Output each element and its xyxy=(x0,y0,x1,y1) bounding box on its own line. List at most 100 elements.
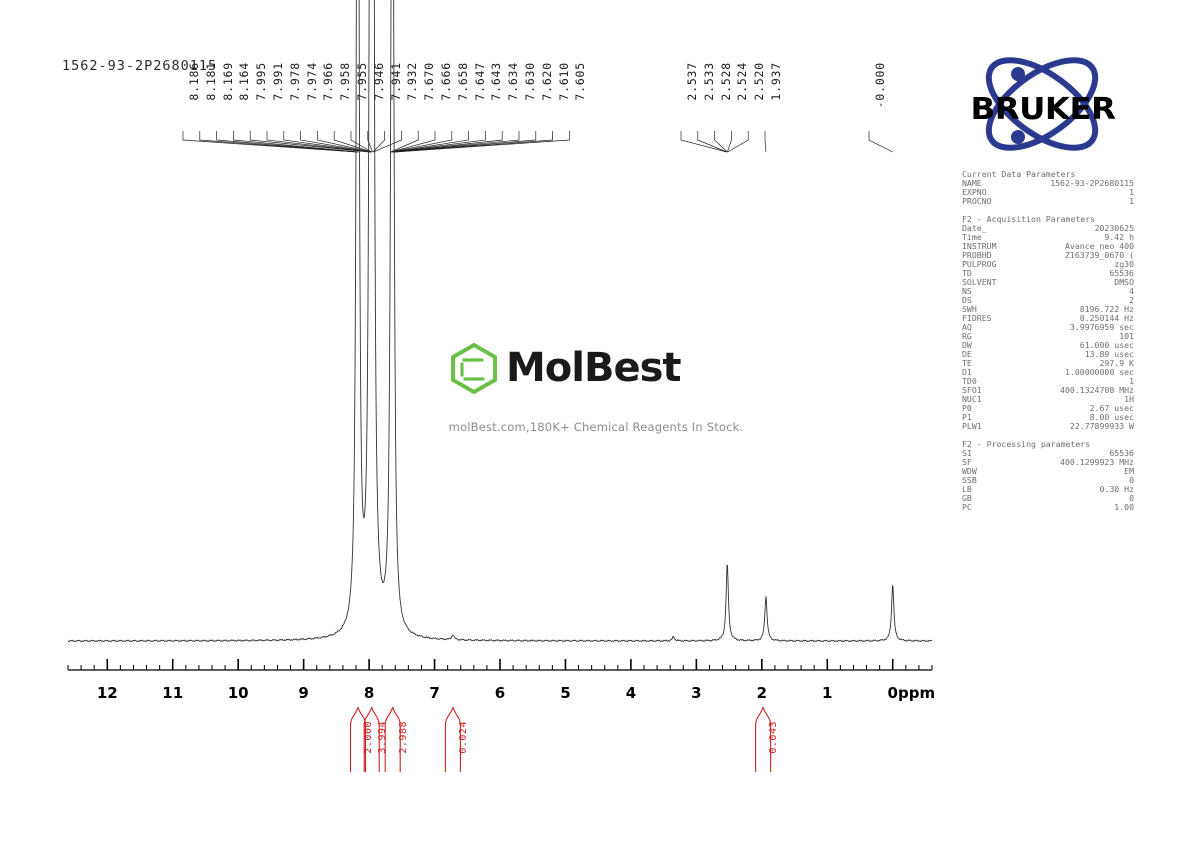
param-row: NAME 1562-93-2P2680115 xyxy=(962,179,1134,188)
param-value: 13.89 usec xyxy=(1084,349,1134,359)
param-value: 1 xyxy=(1129,187,1134,197)
param-key: EXPNO xyxy=(962,187,987,197)
param-key: P0 xyxy=(962,403,972,413)
integral-value-label: 3.994 xyxy=(376,721,388,754)
param-value: 4 xyxy=(1129,286,1134,296)
param-value: 65536 xyxy=(1109,268,1134,278)
param-row: NS 4 xyxy=(962,287,1134,296)
integral-value-label: 0.043 xyxy=(768,721,780,754)
bruker-atom-icon xyxy=(985,57,1099,151)
param-value: 0.250144 Hz xyxy=(1079,313,1134,323)
param-value: 297.9 K xyxy=(1099,358,1134,368)
param-row: SF 400.1299923 MHz xyxy=(962,458,1134,467)
param-value: 0.30 Hz xyxy=(1099,484,1134,494)
param-key: D1 xyxy=(962,367,972,377)
param-row: RG 101 xyxy=(962,332,1134,341)
param-value: 22.77899933 W xyxy=(1069,421,1134,431)
param-key: SI xyxy=(962,448,972,458)
param-value: 8.00 usec xyxy=(1089,412,1134,422)
axis-tick-label: 2 xyxy=(756,684,768,702)
axis-tick-label: 1 xyxy=(822,684,833,702)
param-value: 1 xyxy=(1129,196,1134,206)
param-value: 400.1299923 MHz xyxy=(1060,457,1134,467)
param-row: TE 297.9 K xyxy=(962,359,1134,368)
axis-tick-label: 3 xyxy=(691,684,702,702)
param-value: 1.00 xyxy=(1114,502,1134,512)
param-row: LB 0.30 Hz xyxy=(962,485,1134,494)
param-key: NS xyxy=(962,286,972,296)
param-key: NUC1 xyxy=(962,394,982,404)
param-row: P1 8.00 usec xyxy=(962,413,1134,422)
param-row: Time 9.42 h xyxy=(962,233,1134,242)
param-value: 0 xyxy=(1129,493,1134,503)
axis-tick-label: 11 xyxy=(162,684,184,702)
param-key: TE xyxy=(962,358,972,368)
param-key: DS xyxy=(962,295,972,305)
axis-tick-label: 5 xyxy=(560,684,571,702)
axis-tick-label: 7 xyxy=(429,684,440,702)
param-value: 1 xyxy=(1129,376,1134,386)
param-value: 2 xyxy=(1129,295,1134,305)
param-row: EXPNO 1 xyxy=(962,188,1134,197)
param-row: WDW EM xyxy=(962,467,1134,476)
axis-tick-label: 12 xyxy=(96,684,118,702)
params-section2-rows: Date_ 20230625 Time 9.42 h INSTRUM Avance neo… xyxy=(962,224,1134,431)
param-key: Time xyxy=(962,232,982,242)
axis-tick-label: 4 xyxy=(625,684,637,702)
axis-tick-label: 6 xyxy=(494,684,506,702)
param-value: Avance neo 400 xyxy=(1064,241,1134,251)
param-row: D1 1.00000000 sec xyxy=(962,368,1134,377)
param-row: DE 13.89 usec xyxy=(962,350,1134,359)
ppm-axis-labels: ppm 12 11 10 9 8 7 6 5 4 3 2 1 0 xyxy=(0,684,1190,708)
ppm-unit-label: ppm xyxy=(898,684,936,702)
param-row: PULPROG zg30 xyxy=(962,260,1134,269)
integral-value-label: 2.988 xyxy=(397,721,409,754)
param-row: SFO1 400.1324708 MHz xyxy=(962,386,1134,395)
param-key: TD xyxy=(962,268,972,278)
param-value: 1562-93-2P2680115 xyxy=(1050,178,1134,188)
param-key: PC xyxy=(962,502,972,512)
axis-tick-label: 9 xyxy=(298,684,309,702)
param-value: 3.9976959 sec xyxy=(1069,322,1134,332)
param-row: Date_ 20230625 xyxy=(962,224,1134,233)
param-key: LB xyxy=(962,484,972,494)
params-section2-title: F2 - Acquisition Parameters xyxy=(962,214,1096,224)
param-value: zg30 xyxy=(1114,259,1134,269)
param-value: 1H xyxy=(1124,394,1134,404)
param-row: FIDRES 0.250144 Hz xyxy=(962,314,1134,323)
param-row: PC 1.00 xyxy=(962,503,1134,512)
param-key: SOLVENT xyxy=(962,277,997,287)
param-value: 61.000 usec xyxy=(1079,340,1134,350)
param-row: P0 2.67 usec xyxy=(962,404,1134,413)
params-section1-title: Current Data Parameters xyxy=(962,169,1076,179)
params-section3-title: F2 - Processing parameters xyxy=(962,439,1091,449)
param-key: PROBHD xyxy=(962,250,992,260)
param-row: TD0 1 xyxy=(962,377,1134,386)
param-row: SI 65536 xyxy=(962,449,1134,458)
param-row: TD 65536 xyxy=(962,269,1134,278)
param-key: INSTRUM xyxy=(962,241,997,251)
param-key: WDW xyxy=(962,466,977,476)
axis-tick-label: 10 xyxy=(227,684,249,702)
param-row: GB 0 xyxy=(962,494,1134,503)
param-key: P1 xyxy=(962,412,972,422)
param-key: PULPROG xyxy=(962,259,997,269)
param-key: RG xyxy=(962,331,972,341)
param-row: DS 2 xyxy=(962,296,1134,305)
bruker-logo: BRUKER xyxy=(955,52,1130,157)
param-value: 101 xyxy=(1119,331,1134,341)
param-value: 2.67 usec xyxy=(1089,403,1134,413)
param-row: SWH 8196.722 Hz xyxy=(962,305,1134,314)
param-row: SSB 0 xyxy=(962,476,1134,485)
param-key: SSB xyxy=(962,475,977,485)
param-key: TD0 xyxy=(962,376,977,386)
param-key: AQ xyxy=(962,322,972,332)
axis-tick-label: 8 xyxy=(363,684,375,702)
axis-tick-label: 0 xyxy=(887,684,898,702)
param-row: PROCNO 1 xyxy=(962,197,1134,206)
integral-value-label: 2.000 xyxy=(362,721,374,754)
param-key: NAME xyxy=(962,178,982,188)
param-key: PROCNO xyxy=(962,196,992,206)
param-value: 400.1324708 MHz xyxy=(1060,385,1134,395)
param-value: 1.00000000 sec xyxy=(1064,367,1134,377)
